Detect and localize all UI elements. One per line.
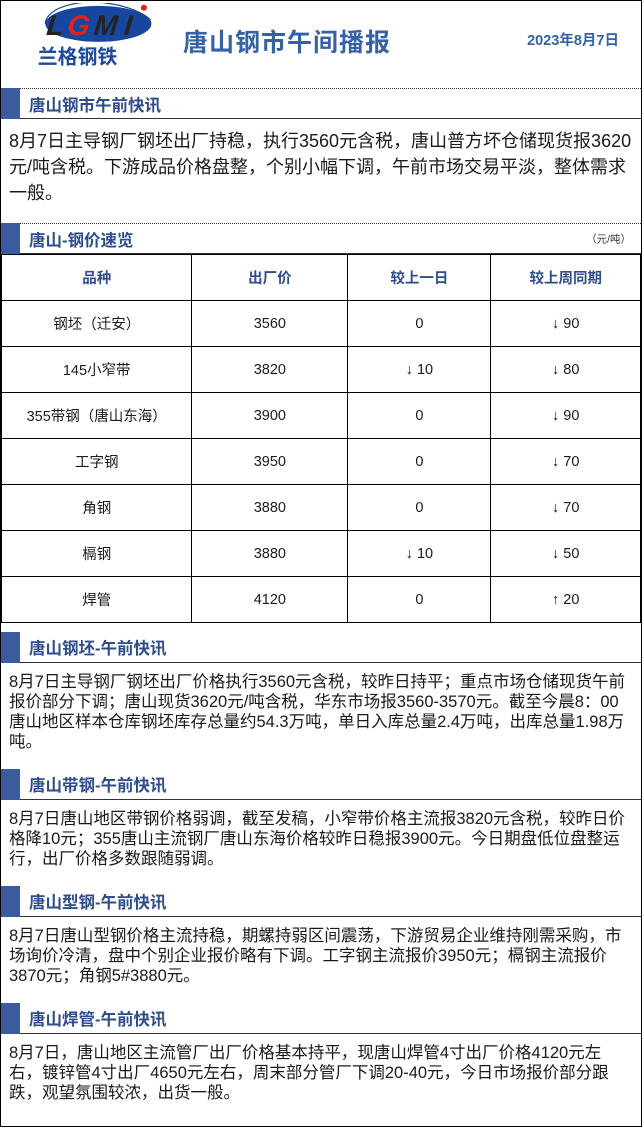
svg-text:兰格钢铁: 兰格钢铁 [38, 41, 118, 70]
svg-text:G: G [66, 10, 91, 42]
svg-text:M: M [92, 10, 120, 42]
svg-text:L: L [45, 10, 66, 42]
